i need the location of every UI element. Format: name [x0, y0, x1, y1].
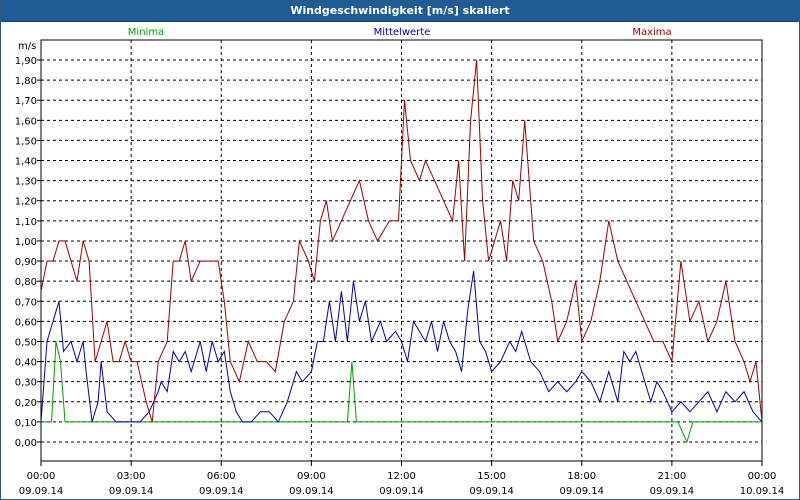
y-tick-label: 1,80 — [15, 76, 37, 87]
y-tick-label: 1,70 — [15, 96, 37, 107]
y-tick-label: 1,10 — [15, 217, 37, 228]
x-tick-time: 03:00 — [117, 471, 146, 482]
x-tick-time: 00:00 — [748, 471, 777, 482]
y-axis-ticks: 0,00 0,10 0,20 0,30 0,40 0,50 0,60 0,70 0,80 0,90… — [15, 56, 41, 449]
y-tick-label: 1,60 — [15, 116, 37, 127]
y-tick-label: 1,30 — [15, 177, 37, 188]
y-tick-label: 1,20 — [15, 197, 37, 208]
x-tick-date: 09.09.14 — [469, 486, 514, 497]
y-tick-label: 0,80 — [15, 277, 37, 288]
x-tick-time: 18:00 — [567, 471, 596, 482]
x-tick-time: 00:00 — [27, 471, 56, 482]
x-tick-time: 06:00 — [207, 471, 236, 482]
x-tick-time: 09:00 — [297, 471, 326, 482]
x-tick-date: 09.09.14 — [109, 486, 154, 497]
legend-entry-mittelwerte: Mittelwerte — [374, 27, 431, 38]
legend: Minima Mittelwerte Maxima — [128, 27, 672, 38]
x-axis-ticks: 00:00 09.09.14 03:00 09.09.14 06:00 09.09.14 0… — [19, 461, 785, 497]
y-tick-label: 0,20 — [15, 398, 37, 409]
series-line-minima — [41, 341, 762, 444]
y-tick-label: 0,60 — [15, 317, 37, 328]
y-tick-label: 0,30 — [15, 378, 37, 389]
y-tick-label: 0,90 — [15, 257, 37, 268]
x-tick-date: 09.09.14 — [559, 486, 604, 497]
window-title: Windgeschwindigkeit [m/s] skaliert — [290, 4, 510, 17]
y-tick-label: 0,10 — [15, 418, 37, 429]
y-tick-label: 0,40 — [15, 358, 37, 369]
x-tick-date: 09.09.14 — [379, 486, 424, 497]
series-line-maxima — [40, 59, 763, 423]
x-tick-date: 09.09.14 — [650, 486, 695, 497]
y-tick-label: 1,00 — [15, 237, 37, 248]
y-tick-label: 1,40 — [15, 157, 37, 168]
x-tick-date: 09.09.14 — [19, 486, 64, 497]
series-layer — [40, 59, 763, 444]
x-tick-date: 10.09.14 — [740, 486, 785, 497]
y-tick-label: 0,00 — [15, 438, 37, 449]
legend-entry-maxima: Maxima — [632, 27, 671, 38]
x-tick-date: 09.09.14 — [199, 486, 244, 497]
y-tick-label: 1,90 — [15, 56, 37, 67]
y-tick-label: 0,70 — [15, 297, 37, 308]
title-bar: Windgeschwindigkeit [m/s] skaliert — [1, 1, 799, 22]
x-tick-time: 12:00 — [387, 471, 416, 482]
y-tick-label: 0,50 — [15, 337, 37, 348]
y-tick-label: 1,50 — [15, 136, 37, 147]
x-tick-time: 15:00 — [477, 471, 506, 482]
x-tick-date: 09.09.14 — [289, 486, 334, 497]
legend-entry-minima: Minima — [128, 27, 164, 38]
y-axis-label: m/s — [18, 41, 36, 52]
x-tick-time: 21:00 — [657, 471, 686, 482]
